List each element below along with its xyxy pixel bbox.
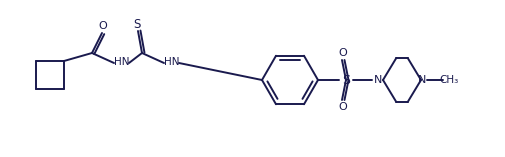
- Text: N: N: [418, 75, 426, 85]
- Text: S: S: [133, 17, 141, 30]
- Text: O: O: [339, 48, 347, 58]
- Text: CH₃: CH₃: [439, 75, 459, 85]
- Text: N: N: [374, 75, 382, 85]
- Text: HN: HN: [114, 57, 130, 67]
- Text: S: S: [342, 73, 350, 87]
- Text: HN: HN: [164, 57, 180, 67]
- Text: O: O: [339, 102, 347, 112]
- Text: O: O: [98, 21, 108, 31]
